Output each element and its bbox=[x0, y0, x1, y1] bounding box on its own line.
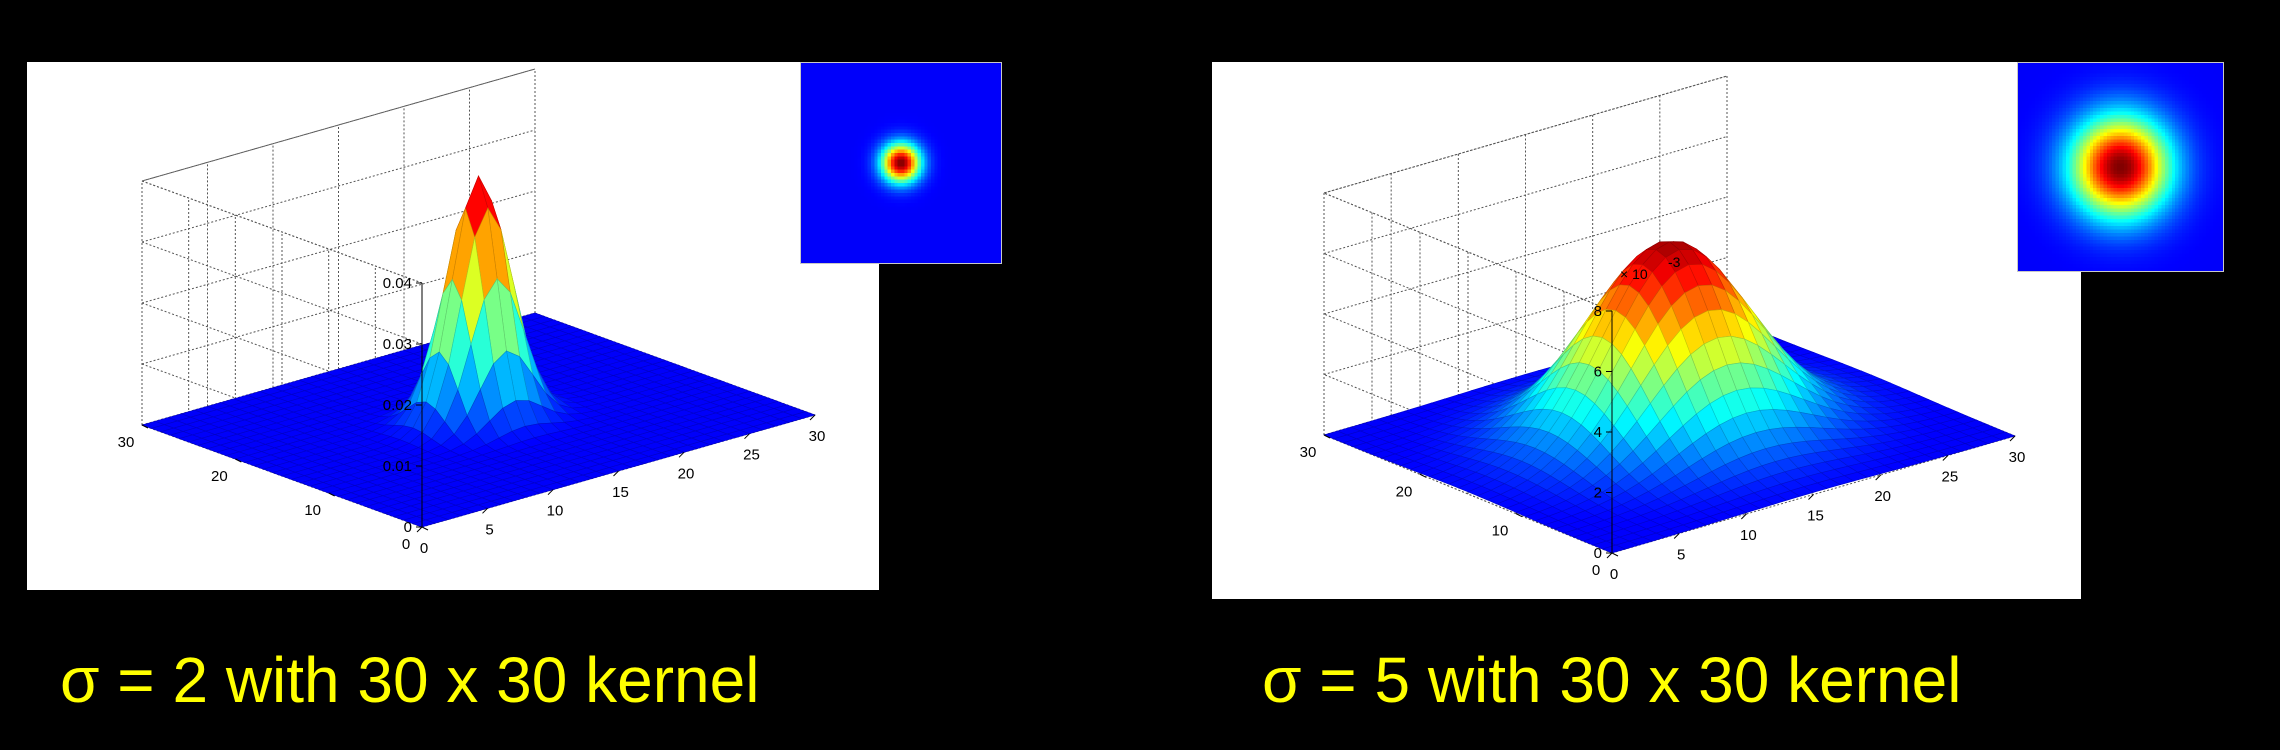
surface-mesh bbox=[141, 175, 816, 528]
x-tick-label: 10 bbox=[1740, 527, 1757, 544]
x-tick-label: 20 bbox=[678, 465, 695, 482]
surface-mesh bbox=[1323, 241, 2016, 554]
z-tick-label: 0 bbox=[404, 519, 412, 536]
z-tick-label: 0.02 bbox=[383, 397, 412, 414]
z-tick-label: 0.04 bbox=[383, 275, 412, 292]
surface-plot-sigma-5: 0 2 4 6 8 × 10 -3 0 5 10 15 20 25 30 0 10 20 30 bbox=[1212, 62, 2081, 599]
z-axis-ticks: 0 2 4 6 8 bbox=[1594, 303, 1612, 562]
x-tick-label: 15 bbox=[612, 484, 629, 501]
z-tick-label: 0.01 bbox=[383, 458, 412, 475]
surface-patch bbox=[1601, 544, 1627, 554]
kernel-heatmap-sigma-2 bbox=[800, 62, 1002, 264]
z-tick-label: 0.03 bbox=[383, 336, 412, 353]
x-tick-label: 20 bbox=[1874, 488, 1891, 505]
surface-svg: 0 2 4 6 8 × 10 -3 0 5 10 15 20 25 30 0 10 20 30 bbox=[1300, 75, 2026, 583]
z-tick-label: 6 bbox=[1594, 364, 1602, 381]
y-tick-label: 20 bbox=[211, 468, 228, 485]
caption-sigma-2: σ = 2 with 30 x 30 kernel bbox=[60, 644, 760, 716]
x-axis-ticks: 0 5 10 15 20 25 30 bbox=[1606, 435, 2026, 583]
x-tick-label: 5 bbox=[1677, 547, 1685, 564]
z-tick-label: 8 bbox=[1594, 303, 1602, 320]
y-tick-label: 30 bbox=[118, 434, 135, 451]
x-tick-label: 30 bbox=[2009, 449, 2026, 466]
z-multiplier-exponent: -3 bbox=[1668, 254, 1681, 270]
z-axis-ticks: 0 0.01 0.02 0.03 0.04 bbox=[383, 275, 422, 536]
y-tick-label: 10 bbox=[1492, 523, 1509, 540]
x-tick-label: 0 bbox=[1610, 566, 1618, 583]
caption-sigma-5: σ = 5 with 30 x 30 kernel bbox=[1262, 644, 1962, 716]
z-multiplier-label: × 10 bbox=[1620, 266, 1648, 282]
x-tick-label: 0 bbox=[420, 540, 428, 557]
x-tick-label: 30 bbox=[809, 428, 826, 445]
surface-patch bbox=[411, 519, 437, 528]
x-tick-label: 10 bbox=[547, 503, 564, 520]
y-tick-label: 30 bbox=[1300, 444, 1317, 461]
z-tick-label: 2 bbox=[1594, 485, 1602, 502]
y-tick-label: 0 bbox=[402, 536, 410, 553]
z-tick-label: 4 bbox=[1594, 424, 1602, 441]
x-axis-ticks: 0 5 10 15 20 25 30 bbox=[416, 414, 826, 557]
kernel-heatmap-sigma-5 bbox=[2017, 62, 2224, 272]
y-tick-label: 0 bbox=[1592, 562, 1600, 579]
z-tick-label: 0 bbox=[1594, 545, 1602, 562]
y-tick-label: 10 bbox=[304, 502, 321, 519]
y-tick-label: 20 bbox=[1396, 483, 1413, 500]
x-tick-label: 15 bbox=[1807, 508, 1824, 525]
surface-svg: 0 0.01 0.02 0.03 0.04 0 5 10 15 20 25 30 0 10 20 30 bbox=[118, 68, 826, 557]
x-tick-label: 25 bbox=[1941, 469, 1958, 486]
x-tick-label: 25 bbox=[743, 447, 760, 464]
surface-plot-sigma-2: 0 0.01 0.02 0.03 0.04 0 5 10 15 20 25 30 0 10 20 30 bbox=[27, 62, 879, 590]
y-axis-ticks: 0 10 20 30 bbox=[118, 424, 429, 553]
x-tick-label: 5 bbox=[485, 521, 493, 538]
